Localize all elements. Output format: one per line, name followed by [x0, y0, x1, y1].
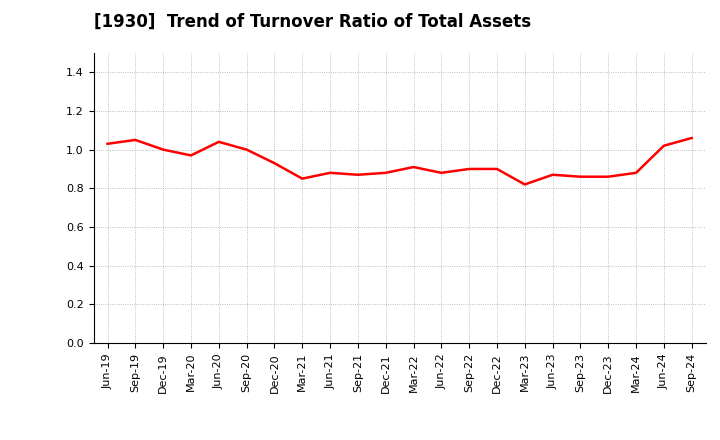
- Text: [1930]  Trend of Turnover Ratio of Total Assets: [1930] Trend of Turnover Ratio of Total …: [94, 13, 531, 31]
